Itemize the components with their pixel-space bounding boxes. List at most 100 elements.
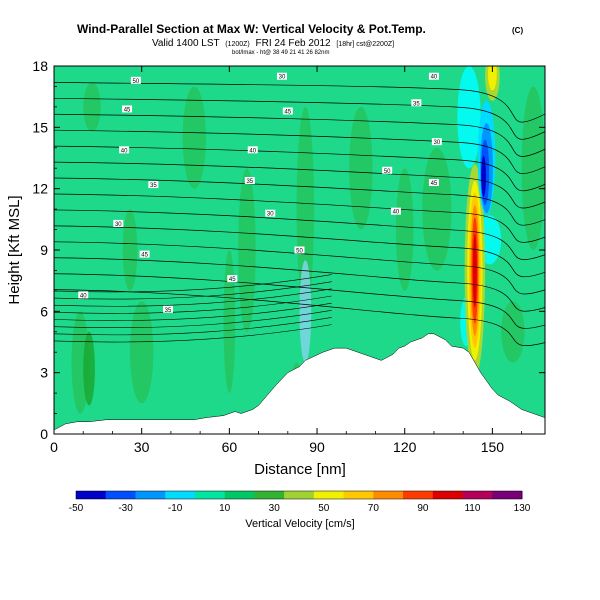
velocity-region — [395, 168, 414, 291]
isentrope-line — [54, 161, 545, 209]
valid-utc: (1200Z) — [225, 41, 250, 48]
colorbar-swatch — [135, 491, 166, 499]
isentrope-label: 35 — [165, 308, 172, 314]
isentrope-line — [54, 82, 545, 123]
velocity-core — [481, 155, 486, 197]
colorbar-swatch — [194, 491, 226, 499]
isentrope-label: 45 — [141, 253, 148, 259]
isentrope-label-box — [139, 250, 150, 258]
velocity-core — [488, 66, 497, 91]
isentrope-label-box — [130, 76, 141, 84]
isentrope-label-box — [227, 275, 238, 283]
isentrope-label-box — [78, 291, 89, 299]
isentrope-label: 30 — [434, 140, 441, 146]
colorbar-swatch — [403, 491, 434, 499]
isentrope-line — [54, 241, 545, 295]
colorbar-tick-label: 30 — [269, 503, 281, 514]
y-tick-label: 3 — [40, 365, 48, 381]
isentrope-label: 40 — [121, 148, 128, 154]
isentrope-line — [54, 209, 545, 260]
isentrope-label: 35 — [246, 179, 253, 185]
colorbar-tick-label: 90 — [417, 503, 429, 514]
isentrope-label-box — [265, 209, 276, 217]
isentrope-line — [54, 289, 545, 347]
y-tick-label: 12 — [32, 181, 48, 197]
colorbar-swatch — [105, 491, 136, 499]
isentrope-label: 45 — [229, 277, 236, 283]
colorbar-frame — [75, 490, 523, 500]
velocity-region — [422, 147, 452, 271]
terrain-mask — [54, 333, 545, 434]
isentrope-label-box — [244, 176, 255, 184]
isentrope-line — [54, 274, 332, 293]
isentrope-line — [54, 317, 332, 336]
isentrope-line — [54, 302, 332, 321]
isentrope-label-box — [428, 179, 439, 187]
isentrope-label-box — [382, 166, 393, 174]
colorbar-swatch — [165, 491, 196, 499]
valid-time: Valid 1400 LST — [152, 38, 220, 49]
colorbar-tick-label: 70 — [368, 503, 380, 514]
isentrope-line — [54, 97, 545, 140]
isentrope-label-box — [390, 207, 401, 215]
isentrope-line — [54, 225, 545, 278]
colorbar-swatch — [224, 491, 255, 499]
isentrope-line — [54, 193, 545, 243]
y-axis-label: Height [Kft MSL] — [6, 195, 23, 304]
x-tick-label: 150 — [481, 439, 505, 455]
isentrope-label: 30 — [279, 75, 286, 81]
velocity-region — [299, 260, 312, 363]
isentrope-label-box — [431, 138, 442, 146]
x-tick-label: 120 — [393, 439, 417, 455]
colorbar-tick-label: 10 — [219, 503, 231, 514]
velocity-region — [457, 66, 481, 169]
isentrope-line — [54, 324, 332, 343]
isentrope-label-box — [276, 72, 287, 80]
isentrope-label-box — [411, 99, 422, 107]
colorbar-swatch — [76, 491, 107, 499]
isentrope-label: 40 — [431, 75, 438, 81]
isentrope-lines: 50 45 40 35 30 45 40 35 30 45 40 35 30 50 45 40 35 30 50 45… — [54, 72, 545, 347]
colorbar-tick-label: -10 — [168, 503, 183, 514]
isentrope-line — [54, 257, 545, 312]
velocity-region — [223, 249, 236, 394]
isentrope-line — [54, 295, 332, 314]
velocity-region — [182, 86, 206, 189]
plot-area: 50 45 40 35 30 45 40 35 30 45 40 35 30 50 45 40 35 30 50 45… — [54, 66, 545, 434]
isentrope-label-box — [294, 246, 305, 254]
y-axis: 0 3 6 9 12 15 18 — [32, 58, 545, 442]
isentrope-label: 45 — [431, 181, 438, 187]
x-tick-label: 90 — [309, 439, 325, 455]
colorbar-swatch — [462, 491, 493, 499]
velocity-region — [83, 82, 101, 132]
colorbar-swatch — [284, 491, 315, 499]
isentrope-line — [54, 113, 545, 157]
isentrope-label: 45 — [284, 109, 291, 115]
colorbar-swatch — [373, 491, 404, 499]
isentrope-label: 45 — [124, 107, 131, 113]
isentrope-line — [54, 310, 332, 329]
y-tick-label: 0 — [40, 426, 48, 442]
chart-title: Wind-Parallel Section at Max W: Vertical… — [77, 22, 426, 36]
y-tick-label: 9 — [40, 242, 48, 258]
isentrope-label: 35 — [150, 183, 157, 189]
colorbar-tick-label: 130 — [514, 503, 531, 514]
isentrope-label: 35 — [413, 101, 420, 107]
isentrope-line — [54, 281, 332, 300]
isentrope-line — [54, 177, 545, 226]
colorbar-label: Vertical Velocity [cm/s] — [245, 518, 354, 530]
isentrope-label-box — [428, 72, 439, 80]
x-axis-label: Distance [nm] — [254, 461, 346, 478]
colorbar-tick-label: 50 — [318, 503, 330, 514]
isentrope-label-box — [247, 146, 258, 154]
velocity-region — [129, 301, 154, 404]
isentrope-label-box — [119, 146, 130, 154]
copyright-mark: (C) — [512, 26, 523, 35]
isentrope-line — [54, 273, 545, 329]
velocity-region — [296, 106, 315, 312]
isentrope-line — [54, 145, 545, 192]
colorbar-tick-label: -50 — [69, 503, 84, 514]
isentrope-label: 50 — [384, 169, 391, 175]
colorbar-tick-label: -30 — [118, 503, 133, 514]
